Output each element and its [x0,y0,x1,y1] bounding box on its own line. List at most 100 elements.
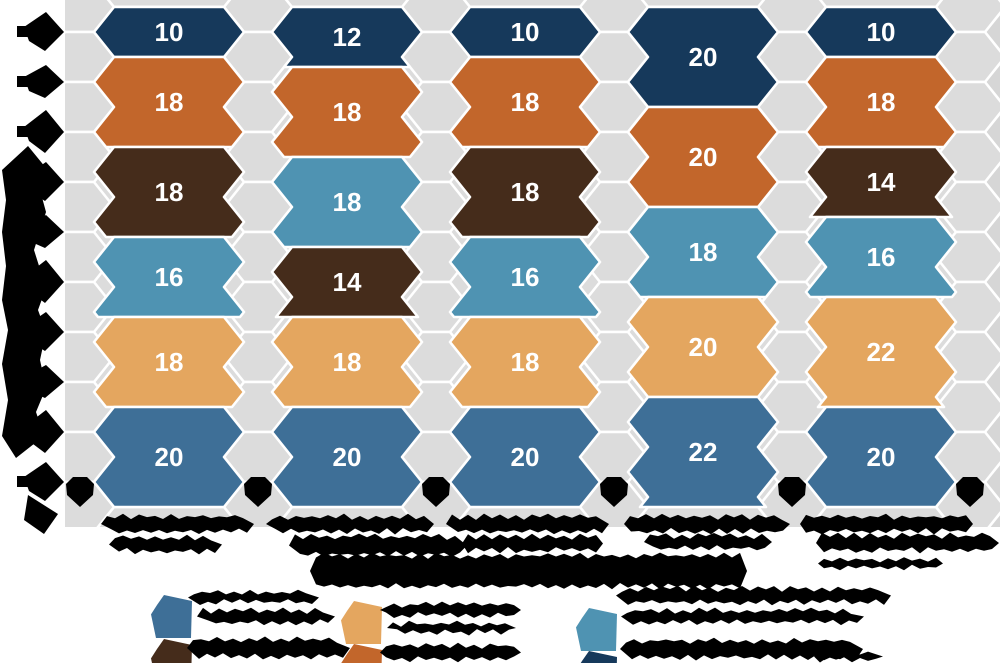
legend-swatch-navy [580,651,617,663]
segment-value-label: 20 [333,442,362,472]
redacted-tick-label [17,126,33,137]
segment-blue [448,405,602,509]
redacted-category-label [462,533,603,554]
segment-value-label: 18 [155,177,184,207]
redacted-legend-label [621,607,864,626]
column-2: 12 18 18 14 18 20 [270,5,424,509]
segment-blue [270,405,424,509]
axis-boundary-marker [956,477,984,507]
redacted-category-label [624,513,790,535]
redacted-legend-label [814,650,883,663]
segment-tan [92,315,246,409]
segment-brown [92,145,246,239]
redacted-tick-label [17,76,33,87]
segment-value-label: 20 [689,142,718,172]
redacted-legend-label [197,607,335,626]
axis-boundary-marker [422,477,450,507]
redacted-legend-label [188,589,319,605]
plot-area: 10 18 18 16 18 20 12 18 18 14 18 20 10 18 18 16 18 20 20 20… [65,0,1000,527]
segment-value-label: 20 [867,442,896,472]
redacted-category-label [289,533,467,557]
x-axis-labels [101,513,999,590]
legend [151,557,943,663]
segment-blue [804,405,958,509]
segment-value-label: 18 [333,187,362,217]
redacted-legend-label [380,601,521,618]
segment-value-label: 22 [867,337,896,367]
redacted-category-label [109,534,222,555]
redacted-legend-label [620,637,863,661]
segment-value-label: 14 [867,167,896,197]
redacted-tick-label [24,65,64,98]
redacted-legend-label [616,585,891,606]
legend-swatch-brown [151,639,192,663]
segment-value-label: 18 [511,87,540,117]
legend-swatch-orange [341,644,382,663]
axis-boundary-marker [66,477,94,507]
redacted-legend-label [818,557,943,571]
segment-value-label: 22 [689,437,718,467]
segment-value-label: 18 [155,87,184,117]
segment-value-label: 18 [511,177,540,207]
segment-value-label: 14 [333,267,362,297]
legend-swatch-tan [341,601,382,644]
segment-steel [626,205,780,299]
redacted-y-axis-title [2,146,46,458]
redacted-category-label [101,513,254,534]
segment-tan [448,315,602,409]
redacted-tick-label [24,12,64,51]
segment-steel [804,215,958,299]
legend-swatch-steel [576,608,617,651]
segment-steel [270,155,424,249]
redacted-legend-label [380,642,521,663]
redacted-category-label [266,513,434,535]
legend-swatch-blue [151,595,192,638]
column-4: 20 20 18 20 22 [626,5,780,509]
redacted-category-label [816,532,999,554]
redacted-x-axis-title [310,552,747,590]
column-1: 10 18 18 16 18 20 [92,5,246,509]
segment-steel [448,235,602,319]
redacted-tick-label [24,495,58,534]
redacted-tick-label [17,26,33,37]
segment-blue [92,405,246,509]
y-axis [2,12,64,534]
segment-value-label: 10 [867,17,896,47]
segment-orange [92,55,246,149]
redacted-tick-label [24,462,64,501]
column-3: 10 18 18 16 18 20 [448,5,602,509]
segment-brown [804,145,958,219]
segment-value-label: 16 [867,242,896,272]
segment-value-label: 20 [689,42,718,72]
segment-navy [270,5,424,69]
segment-orange [270,65,424,159]
segment-tan [270,315,424,409]
axis-boundary-marker [778,477,806,507]
segment-brown [270,245,424,319]
segment-value-label: 10 [155,17,184,47]
segment-value-label: 18 [511,347,540,377]
redacted-category-label [800,513,973,535]
segment-orange [804,55,958,149]
segment-brown [448,145,602,239]
segment-value-label: 20 [689,332,718,362]
segment-value-label: 20 [511,442,540,472]
redacted-legend-label [187,636,350,660]
redacted-category-label [446,513,609,535]
segment-value-label: 12 [333,22,362,52]
column-5: 10 18 14 16 22 20 [804,5,958,509]
segment-value-label: 18 [867,87,896,117]
segment-value-label: 16 [155,262,184,292]
segment-steel [92,235,246,319]
redacted-category-label [644,533,772,551]
segment-orange [448,55,602,149]
segment-value-label: 20 [155,442,184,472]
segment-value-label: 18 [333,97,362,127]
segment-value-label: 18 [333,347,362,377]
segment-value-label: 18 [155,347,184,377]
segment-value-label: 10 [511,17,540,47]
redacted-tick-label [24,110,64,153]
axis-boundary-marker [600,477,628,507]
